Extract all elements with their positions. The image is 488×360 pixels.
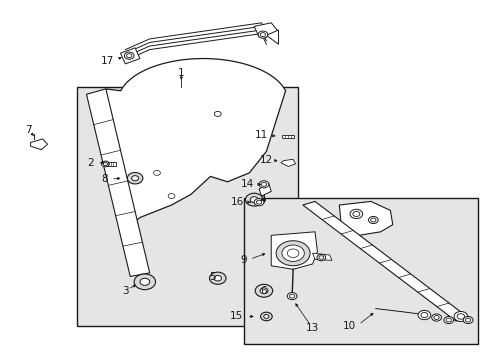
- Text: 4: 4: [259, 195, 266, 204]
- Circle shape: [462, 316, 472, 324]
- Polygon shape: [302, 202, 467, 321]
- Circle shape: [153, 170, 160, 175]
- Circle shape: [260, 33, 265, 37]
- Text: 14: 14: [241, 179, 254, 189]
- Circle shape: [102, 161, 109, 167]
- Circle shape: [258, 31, 267, 38]
- Polygon shape: [266, 30, 278, 44]
- Circle shape: [134, 274, 155, 290]
- Circle shape: [209, 272, 225, 284]
- Circle shape: [349, 209, 362, 219]
- Circle shape: [276, 241, 309, 266]
- Circle shape: [417, 310, 430, 320]
- Circle shape: [289, 294, 294, 298]
- Circle shape: [368, 216, 377, 224]
- Text: 6: 6: [259, 286, 266, 296]
- Text: 8: 8: [101, 174, 107, 184]
- Polygon shape: [312, 253, 331, 260]
- Circle shape: [126, 54, 132, 58]
- Circle shape: [431, 314, 441, 321]
- Circle shape: [261, 182, 266, 186]
- Circle shape: [260, 288, 267, 294]
- Circle shape: [287, 249, 298, 257]
- Polygon shape: [254, 23, 278, 37]
- Bar: [77, 87, 297, 327]
- Circle shape: [456, 314, 464, 319]
- Circle shape: [250, 197, 258, 203]
- Circle shape: [254, 199, 264, 206]
- Polygon shape: [281, 159, 295, 166]
- Text: 2: 2: [87, 158, 94, 168]
- Text: 9: 9: [240, 255, 246, 265]
- Circle shape: [287, 293, 296, 300]
- Polygon shape: [259, 184, 271, 196]
- Circle shape: [259, 181, 268, 188]
- Circle shape: [420, 312, 427, 318]
- Circle shape: [214, 111, 221, 116]
- Circle shape: [131, 176, 138, 181]
- Circle shape: [124, 52, 134, 59]
- Text: 16: 16: [231, 197, 244, 207]
- Circle shape: [214, 275, 221, 281]
- Text: 17: 17: [101, 57, 114, 66]
- Polygon shape: [125, 23, 266, 50]
- Polygon shape: [106, 59, 285, 234]
- Circle shape: [256, 200, 261, 204]
- Text: 12: 12: [259, 155, 272, 165]
- Circle shape: [127, 172, 142, 184]
- Circle shape: [318, 256, 323, 259]
- Circle shape: [103, 162, 107, 166]
- Bar: [282, 135, 293, 138]
- Text: 15: 15: [230, 311, 243, 321]
- Circle shape: [465, 318, 470, 322]
- Polygon shape: [120, 48, 140, 64]
- Polygon shape: [30, 139, 47, 150]
- Circle shape: [352, 211, 359, 216]
- Text: 11: 11: [254, 130, 267, 140]
- Text: 3: 3: [122, 286, 128, 296]
- Circle shape: [168, 194, 175, 199]
- Circle shape: [370, 218, 375, 222]
- Polygon shape: [271, 232, 317, 269]
- Polygon shape: [86, 89, 149, 276]
- Bar: [105, 162, 116, 166]
- Text: 10: 10: [343, 321, 356, 332]
- Circle shape: [260, 312, 272, 321]
- Circle shape: [140, 278, 149, 285]
- Circle shape: [255, 284, 272, 297]
- Circle shape: [445, 318, 450, 322]
- Circle shape: [453, 311, 467, 321]
- Text: 13: 13: [305, 323, 319, 333]
- Circle shape: [245, 193, 263, 206]
- Text: 7: 7: [25, 125, 31, 135]
- Circle shape: [263, 315, 268, 318]
- Polygon shape: [339, 202, 392, 235]
- Circle shape: [433, 316, 438, 319]
- Circle shape: [282, 245, 304, 261]
- Bar: [244, 198, 477, 344]
- Text: 5: 5: [208, 272, 215, 282]
- Text: 1: 1: [178, 68, 184, 78]
- Circle shape: [316, 254, 325, 261]
- Circle shape: [443, 316, 453, 324]
